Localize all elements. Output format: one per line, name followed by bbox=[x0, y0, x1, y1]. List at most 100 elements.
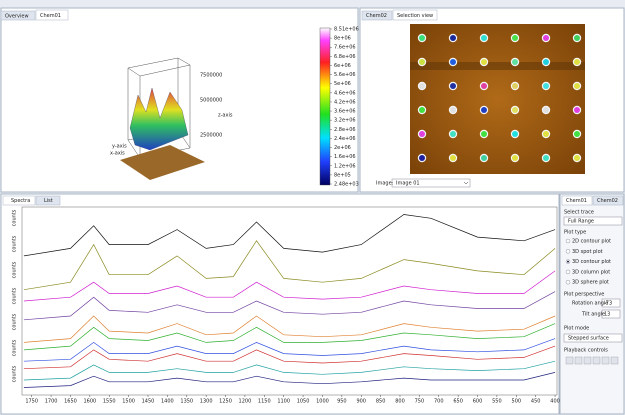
button[interactable] bbox=[593, 357, 600, 364]
radio[interactable] bbox=[566, 249, 570, 253]
z-tick-label: 7500000 bbox=[200, 73, 222, 79]
z-tick-label: 5000000 bbox=[200, 98, 222, 104]
y-axis-label: counts bbox=[12, 313, 18, 330]
colorbar-label: 8.51e+06 bbox=[334, 27, 359, 33]
x-tick-label: 950 bbox=[337, 399, 347, 405]
axis-label: y-axis bbox=[112, 144, 127, 150]
x-tick-label: 1200 bbox=[239, 399, 252, 405]
colorbar-label: 4.2e+06 bbox=[334, 99, 356, 105]
section-label: Plot perspective bbox=[564, 292, 604, 298]
spot-core bbox=[450, 59, 456, 65]
section-label: Plot type bbox=[564, 230, 586, 236]
button[interactable] bbox=[575, 357, 582, 364]
spot-core bbox=[543, 83, 549, 89]
colorbar-label: 8e+06 bbox=[334, 36, 351, 42]
colorbar-label: 6.8e+06 bbox=[334, 54, 356, 60]
spot-core bbox=[419, 107, 425, 113]
spot-core bbox=[450, 107, 456, 113]
colorbar-label: 1.6e+06 bbox=[334, 154, 356, 160]
x-tick-label: 1450 bbox=[142, 399, 155, 405]
colorbar-label: 2.8e+06 bbox=[334, 127, 356, 133]
x-tick-label: 1100 bbox=[277, 399, 290, 405]
spot-core bbox=[574, 107, 580, 113]
spot-core bbox=[450, 83, 456, 89]
button[interactable] bbox=[611, 357, 618, 364]
input-value: 13 bbox=[604, 312, 610, 318]
x-tick-label: 750 bbox=[415, 399, 425, 405]
colorbar-label: 6e+06 bbox=[334, 63, 351, 69]
tab-label: Chem02 bbox=[366, 13, 387, 19]
spot-core bbox=[481, 131, 487, 137]
x-tick-label: 400 bbox=[550, 399, 560, 405]
image-band bbox=[410, 62, 585, 70]
spot-core bbox=[512, 155, 518, 161]
spot-core bbox=[450, 35, 456, 41]
spot-core bbox=[419, 59, 425, 65]
colorbar-label: 8e+05 bbox=[334, 172, 351, 178]
x-tick-label: 850 bbox=[376, 399, 386, 405]
tab-label: Overview bbox=[5, 14, 29, 20]
spot-core bbox=[543, 107, 549, 113]
x-tick-label: 1400 bbox=[161, 399, 174, 405]
spot-core bbox=[419, 155, 425, 161]
x-tick-label: 1700 bbox=[45, 399, 58, 405]
x-tick-label: 900 bbox=[356, 399, 366, 405]
x-tick-label: 1250 bbox=[219, 399, 232, 405]
x-tick-label: 700 bbox=[434, 399, 444, 405]
x-tick-label: 1550 bbox=[103, 399, 116, 405]
sample-image bbox=[410, 24, 585, 174]
x-tick-label: 650 bbox=[453, 399, 463, 405]
spot-core bbox=[450, 155, 456, 161]
spot-core bbox=[512, 107, 518, 113]
x-tick-label: 500 bbox=[512, 399, 522, 405]
colorbar-label: 1.2e+06 bbox=[334, 163, 356, 169]
spot-core bbox=[543, 59, 549, 65]
spot-core bbox=[512, 35, 518, 41]
field-label: Tilt angle bbox=[581, 312, 605, 318]
tab-label: Spectra bbox=[11, 198, 30, 204]
spot-core bbox=[419, 35, 425, 41]
radio-label: 3D contour plot bbox=[572, 259, 611, 265]
radio-label: 3D spot plot bbox=[572, 249, 603, 255]
radio[interactable] bbox=[566, 270, 570, 274]
x-tick-label: 1600 bbox=[83, 399, 96, 405]
button[interactable] bbox=[584, 357, 591, 364]
tab-label: List bbox=[44, 198, 53, 204]
x-tick-label: 1300 bbox=[200, 399, 213, 405]
radio[interactable] bbox=[566, 280, 570, 284]
spot-core bbox=[419, 83, 425, 89]
colorbar-label: 2.48e+03 bbox=[334, 182, 359, 188]
input-value: -73 bbox=[604, 301, 612, 307]
colorbar-label: 4.6e+06 bbox=[334, 90, 356, 96]
spot-core bbox=[512, 83, 518, 89]
spot-core bbox=[481, 83, 487, 89]
y-axis-label: counts bbox=[12, 209, 18, 226]
spot-core bbox=[481, 155, 487, 161]
x-tick-label: 1750 bbox=[25, 399, 38, 405]
field-label: Image: bbox=[376, 181, 394, 187]
radio-label: 3D column plot bbox=[572, 269, 610, 275]
y-axis-label: counts bbox=[12, 339, 18, 356]
section-label: Playback controls bbox=[564, 348, 608, 354]
colorbar-label: 3.2e+06 bbox=[334, 118, 356, 124]
section-label: Select trace bbox=[564, 210, 594, 216]
colorbar-label: 5.6e+06 bbox=[334, 72, 356, 78]
radio[interactable] bbox=[566, 239, 570, 243]
dropdown-value: Image 01 bbox=[396, 181, 420, 187]
colorbar-label: 5e+06 bbox=[334, 81, 351, 87]
axis-label: x-axis bbox=[110, 151, 125, 157]
button[interactable] bbox=[602, 357, 609, 364]
tab-label: Chem01 bbox=[40, 13, 61, 19]
colorbar-label: 2.4e+06 bbox=[334, 136, 356, 142]
spot-core bbox=[450, 131, 456, 137]
x-tick-label: 550 bbox=[492, 399, 502, 405]
radio-label: 2D contour plot bbox=[572, 239, 611, 245]
x-tick-label: 1150 bbox=[258, 399, 271, 405]
spot-core bbox=[574, 35, 580, 41]
x-tick-label: 1350 bbox=[180, 399, 193, 405]
tab-label: Selection view bbox=[397, 13, 433, 19]
y-axis-label: counts bbox=[12, 261, 18, 278]
button[interactable] bbox=[566, 357, 573, 364]
tab-label: Chem01 bbox=[566, 198, 587, 204]
spot-core bbox=[574, 155, 580, 161]
